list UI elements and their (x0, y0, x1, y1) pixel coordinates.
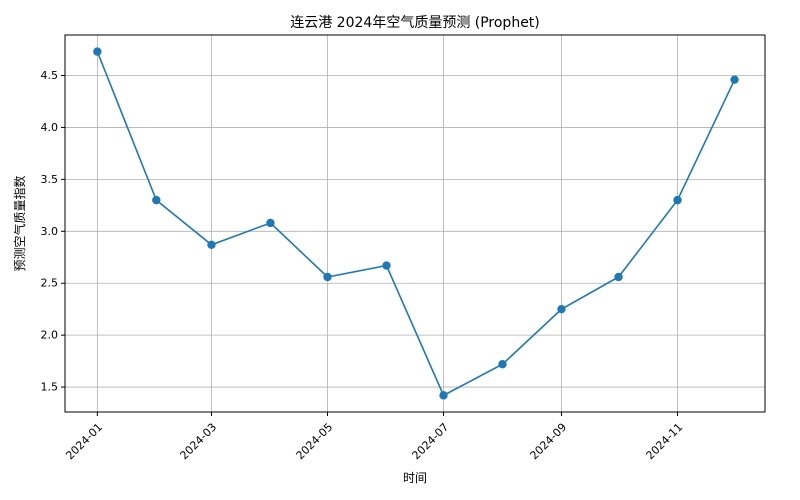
plot-frame (64, 34, 766, 413)
data-point (93, 47, 102, 56)
data-point (382, 261, 391, 270)
y-tick-label: 4.0 (41, 121, 59, 134)
y-tick-label: 1.5 (41, 381, 59, 394)
grid-lines (65, 35, 765, 412)
y-tick-label: 4.5 (41, 69, 59, 82)
data-point (439, 391, 448, 400)
data-point (207, 240, 216, 249)
y-tick-label: 2.5 (41, 277, 59, 290)
x-axis-label: 时间 (403, 471, 427, 485)
y-tick-label: 3.5 (41, 173, 59, 186)
data-point (498, 360, 507, 369)
y-tick-label: 3.0 (41, 225, 59, 238)
chart-title: 连云港 2024年空气质量预测 (Prophet) (290, 15, 540, 31)
series-layer (93, 47, 739, 400)
data-point (673, 195, 682, 205)
data-point (730, 75, 739, 84)
y-tick-label: 2.0 (41, 329, 59, 342)
data-point (557, 304, 566, 314)
series-line (96, 51, 736, 397)
y-axis-label: 预测空气质量指数 (12, 175, 27, 271)
data-point (614, 272, 623, 282)
data-point (323, 272, 332, 282)
data-point (152, 195, 161, 205)
data-point (266, 218, 275, 228)
